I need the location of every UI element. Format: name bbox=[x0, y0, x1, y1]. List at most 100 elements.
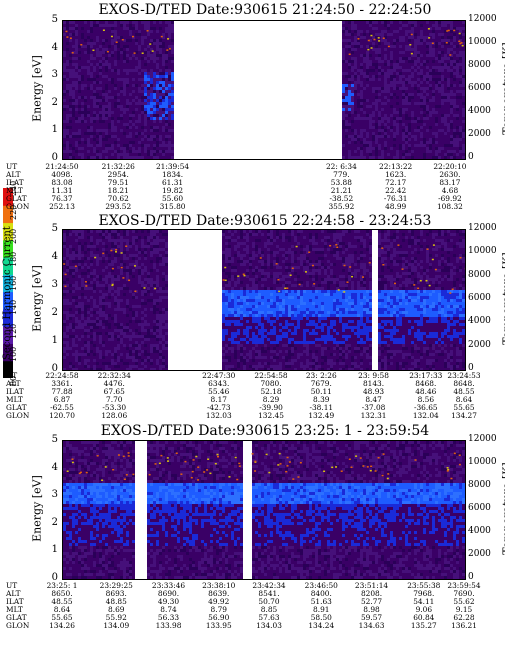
ephemeris-cell: 49.92 bbox=[208, 597, 230, 607]
ephemeris-cell: 136.21 bbox=[451, 621, 477, 631]
ephemeris-row-label: ILAT bbox=[6, 178, 24, 188]
ephemeris-row: ALT 8650. 8693. 8690. 8639. 8541. 8400. 8208. 79… bbox=[6, 589, 505, 599]
ephemeris-cell: 22:32:34 bbox=[97, 371, 131, 380]
colorbar-segment bbox=[3, 360, 13, 379]
ephemeris-row: GLAT -62.55 -53.30 -42.73 -39.90 -38.11 -37.08… bbox=[6, 404, 505, 412]
colorbar-segment bbox=[3, 257, 13, 275]
ephemeris-row: GLAT 76.37 70.62 55.60 -38.52 -76.31 -69.92 bbox=[6, 195, 505, 203]
y-axis-label-left: Energy [eV] bbox=[30, 265, 44, 332]
y-tick-label-left: 3 bbox=[51, 489, 58, 501]
ephemeris-cell: 7.70 bbox=[106, 395, 123, 405]
y-tick-label-right: 6000 bbox=[468, 293, 491, 303]
ephemeris-cell: 55.65 bbox=[453, 403, 475, 413]
ephemeris-cell: 23:55:38 bbox=[407, 581, 441, 590]
ephemeris-row-label: UT bbox=[6, 162, 18, 171]
ephemeris-row: ALT 3361. 4476. 6343. 7080. 7679. 8143. 8468. 86… bbox=[6, 379, 505, 389]
ephemeris-cell: 134.26 bbox=[49, 621, 75, 631]
ephemeris-row-label: ALT bbox=[6, 589, 21, 599]
ephemeris-cell: 132.49 bbox=[308, 411, 335, 421]
ephemeris-cell: 134.09 bbox=[103, 621, 130, 631]
y-tick-label-right: 10000 bbox=[468, 246, 497, 257]
ephemeris-cell: 23:42:34 bbox=[252, 581, 286, 590]
ephemeris-cell: 49.30 bbox=[157, 597, 180, 607]
ephemeris-row: UT 21:24:50 21:32:26 21:39:54 22: 6:34 22:13:… bbox=[6, 162, 505, 171]
ephemeris-row: MLT 8.64 8.69 8.74 8.79 8.85 8.91 8.98 9.06 9.15 bbox=[6, 606, 505, 614]
ephemeris-cell: 2954. bbox=[107, 170, 129, 180]
ephemeris-row-label: MLT bbox=[6, 395, 23, 405]
ephemeris-cell: 60.84 bbox=[413, 613, 435, 623]
y-tick-label-left: 5 bbox=[51, 223, 58, 234]
ephemeris-cell: -38.11 bbox=[309, 403, 334, 413]
ephemeris-cell: 56.33 bbox=[157, 613, 180, 623]
ephemeris-cell: 8143. bbox=[362, 379, 385, 389]
ephemeris-cell: 120.70 bbox=[49, 411, 75, 421]
ephemeris-cell: 8.64 bbox=[455, 395, 473, 405]
ephemeris-cell: 23:59:54 bbox=[447, 581, 481, 590]
spectrogram-plot bbox=[62, 20, 466, 160]
ephemeris-cell: 8690. bbox=[157, 589, 180, 599]
y-tick-label-left: 3 bbox=[51, 69, 58, 81]
ephemeris-row-label: GLAT bbox=[6, 613, 27, 623]
y-tick-label-left: 2 bbox=[51, 96, 58, 108]
ephemeris-table: UT 22:24:58 22:32:34 22:47:30 22:54:58 23: 2:… bbox=[6, 371, 505, 421]
ephemeris-row: GLON 120.70 128.06 132.03 132.45 132.49 132.31… bbox=[6, 412, 505, 420]
colorbar-segment bbox=[3, 222, 13, 241]
ephemeris-cell: 355.92 bbox=[328, 202, 355, 212]
ephemeris-cell: 8208. bbox=[360, 589, 383, 599]
ephemeris-row: ILAT 48.55 48.85 49.30 49.92 50.70 51.63 52.77 5… bbox=[6, 598, 505, 606]
ephemeris-row: GLON 252.13 293.52 315.80 355.92 48.99 108.32 bbox=[6, 203, 505, 211]
ephemeris-cell: 132.31 bbox=[360, 411, 387, 421]
colorbar-segment bbox=[3, 343, 13, 362]
ephemeris-cell: -53.30 bbox=[102, 403, 127, 413]
y-axis-label-left: Energy [eV] bbox=[30, 55, 44, 122]
ephemeris-cell: 59.57 bbox=[360, 613, 383, 623]
spectrogram-heatmap bbox=[63, 230, 465, 370]
ephemeris-cell: 7968. bbox=[413, 589, 435, 599]
ephemeris-cell: 70.62 bbox=[107, 194, 129, 204]
ephemeris-row-label: MLT bbox=[6, 605, 23, 615]
y-tick-label-left: 0 bbox=[51, 572, 58, 583]
ephemeris-cell: 108.32 bbox=[436, 202, 463, 212]
ephemeris-cell: 132.03 bbox=[205, 411, 232, 421]
ephemeris-cell: 48.55 bbox=[51, 597, 73, 607]
ephemeris-cell: 134.27 bbox=[451, 411, 477, 421]
ephemeris-cell: 54.11 bbox=[413, 597, 435, 607]
y-tick-label-right: 4000 bbox=[468, 526, 491, 536]
ephemeris-row-label: GLAT bbox=[6, 403, 27, 413]
ephemeris-row: ILAT 83.08 79.51 61.31 53.88 72.17 83.17 bbox=[6, 179, 505, 187]
ephemeris-cell: 8.79 bbox=[210, 605, 227, 615]
ephemeris-cell: -37.08 bbox=[361, 403, 386, 413]
ephemeris-cell: 315.80 bbox=[159, 202, 186, 212]
ephemeris-row-label: GLON bbox=[6, 202, 30, 212]
y-tick-label-right: 2000 bbox=[468, 339, 491, 350]
ephemeris-row: UT 22:24:58 22:32:34 22:47:30 22:54:58 23: 2:… bbox=[6, 371, 505, 380]
ephemeris-cell: 128.06 bbox=[101, 411, 128, 421]
ephemeris-cell: 2630. bbox=[439, 170, 461, 180]
colorbar bbox=[3, 188, 13, 379]
y-axis-label-right: Temperature [K] bbox=[500, 42, 505, 135]
ephemeris-cell: 1623. bbox=[385, 170, 407, 180]
ephemeris-cell: 23: 9:58 bbox=[358, 371, 389, 380]
ephemeris-cell: 4476. bbox=[103, 379, 125, 389]
y-axis-label-right: Temperature [K] bbox=[500, 462, 505, 555]
ephemeris-cell: 8400. bbox=[310, 589, 332, 599]
y-tick-label-left: 3 bbox=[51, 279, 58, 290]
ephemeris-cell: 51.63 bbox=[310, 597, 332, 607]
spectrogram-plot bbox=[62, 440, 466, 580]
y-tick-label-right: 10000 bbox=[468, 457, 497, 467]
ephemeris-cell: 62.28 bbox=[453, 613, 475, 623]
ephemeris-row: ILAT 77.88 67.65 55.46 52.18 50.11 48.93 48.46 4… bbox=[6, 388, 505, 396]
y-tick-label-left: 1 bbox=[51, 335, 58, 346]
y-tick-label-right: 12000 bbox=[468, 14, 497, 24]
ephemeris-row-label: UT bbox=[6, 581, 18, 590]
ephemeris-cell: 22:13:22 bbox=[379, 162, 413, 171]
panel-title: EXOS-D/TED Date:930615 22:24:58 - 23:24:… bbox=[98, 213, 432, 229]
y-tick-label-right: 0 bbox=[468, 572, 474, 582]
ephemeris-row: UT 23:25: 1 23:29:25 23:33:46 23:38:10 23:42:… bbox=[6, 581, 505, 590]
ephemeris-cell: 83.08 bbox=[51, 178, 73, 188]
spectrogram-plot bbox=[62, 229, 466, 371]
ephemeris-cell: 23:24:53 bbox=[447, 371, 481, 380]
ephemeris-cell: 8.69 bbox=[108, 605, 125, 615]
colorbar-segment bbox=[3, 188, 13, 206]
y-tick-label-left: 4 bbox=[51, 461, 58, 473]
